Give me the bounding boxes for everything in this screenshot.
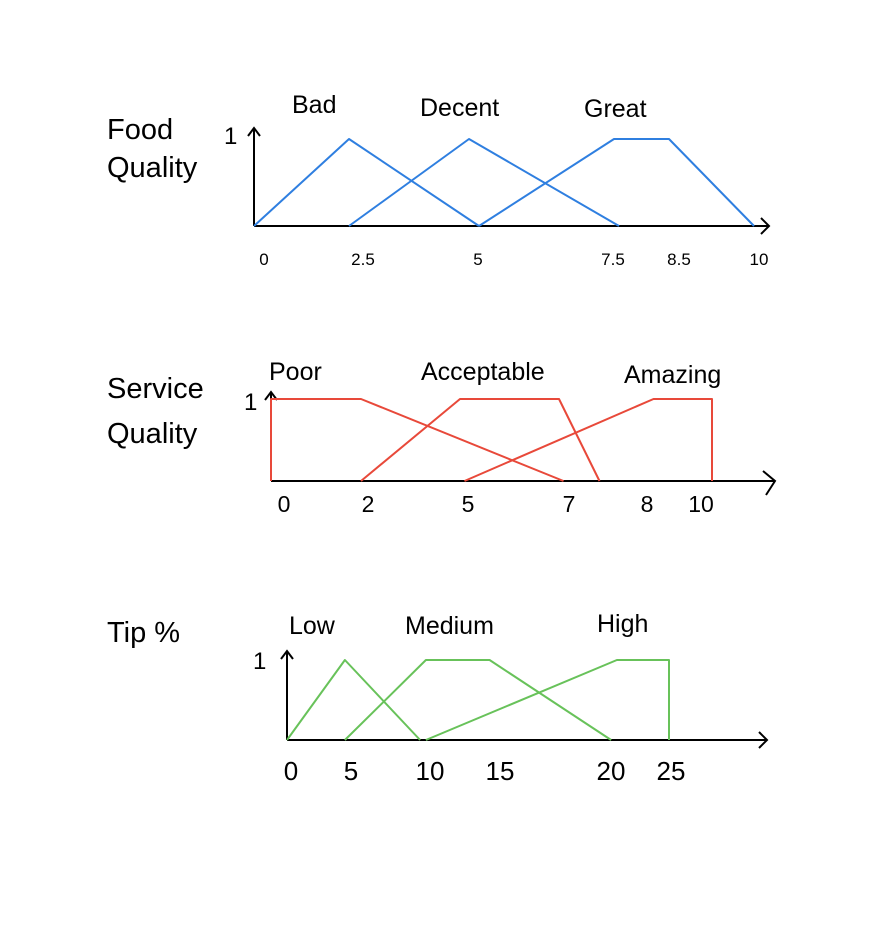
- service-title-line2: Quality: [107, 418, 198, 450]
- service-set-label-acceptable: Acceptable: [421, 358, 545, 386]
- tip-tick-4: 20: [597, 756, 626, 786]
- tip-title: Tip %: [107, 617, 180, 649]
- food-tick-4: 8.5: [667, 250, 691, 269]
- food-tick-3: 7.5: [601, 250, 625, 269]
- tip-tick-3: 15: [486, 756, 515, 786]
- tip-membership-curves: [286, 659, 670, 741]
- service-membership-curve-amazing: [464, 398, 713, 482]
- service-tick-0: 0: [278, 491, 291, 517]
- service-membership-curve-acceptable: [360, 398, 601, 482]
- food-tick-2: 5: [473, 250, 482, 269]
- service-tick-5: 10: [688, 491, 714, 517]
- food-set-label-decent: Decent: [420, 94, 499, 122]
- service-set-label-amazing: Amazing: [624, 361, 721, 389]
- service-tick-3: 7: [563, 491, 576, 517]
- food-title-line2: Quality: [107, 152, 198, 184]
- tip-y-axis-arrow-icon: [280, 649, 294, 660]
- tip-tick-5: 25: [657, 756, 686, 786]
- tip-membership-curve-medium: [344, 659, 612, 741]
- tip-y-max-label: 1: [253, 648, 266, 675]
- tip-tick-2: 10: [416, 756, 445, 786]
- food-membership-curves: [253, 138, 755, 227]
- food-y-max-label: 1: [224, 123, 237, 150]
- food-title-line1: Food: [107, 114, 173, 146]
- service-tick-4: 8: [641, 491, 654, 517]
- service-y-axis-arrow-icon: [264, 390, 278, 401]
- tip-panel: Tip % 1 Low Medium High 0 5 10 15 20 25: [107, 610, 769, 786]
- food-membership-curve-great: [478, 138, 755, 227]
- service-set-label-poor: Poor: [269, 358, 322, 386]
- tip-set-label-medium: Medium: [405, 612, 494, 640]
- tip-set-label-high: High: [597, 610, 648, 638]
- food-tick-1: 2.5: [351, 250, 375, 269]
- food-y-axis-arrow-icon: [247, 126, 261, 137]
- tip-membership-curve-high: [425, 659, 670, 741]
- food-quality-panel: Food Quality 1 Bad Decent Great 0 2.5 5 …: [107, 91, 771, 269]
- tip-membership-curve-low: [286, 659, 421, 741]
- service-title-line1: Service: [107, 373, 204, 405]
- food-tick-0: 0: [259, 250, 268, 269]
- food-x-axis-arrow-icon: [760, 217, 771, 235]
- service-membership-curves: [270, 398, 713, 482]
- tip-tick-0: 0: [284, 756, 298, 786]
- service-membership-curve-poor: [270, 398, 564, 482]
- food-membership-curve-decent: [348, 138, 620, 227]
- food-set-label-great: Great: [584, 95, 647, 123]
- service-tick-1: 2: [362, 491, 375, 517]
- service-x-axis-arrow-icon: [762, 470, 777, 496]
- tip-set-label-low: Low: [289, 612, 336, 640]
- service-tick-2: 5: [462, 491, 475, 517]
- service-y-max-label: 1: [244, 389, 257, 416]
- tip-tick-1: 5: [344, 756, 358, 786]
- service-quality-panel: Service Quality 1 Poor Acceptable Amazin…: [107, 358, 777, 517]
- food-set-label-bad: Bad: [292, 91, 336, 119]
- food-tick-5: 10: [750, 250, 769, 269]
- food-membership-curve-bad: [253, 138, 480, 227]
- tip-x-axis-arrow-icon: [758, 731, 769, 749]
